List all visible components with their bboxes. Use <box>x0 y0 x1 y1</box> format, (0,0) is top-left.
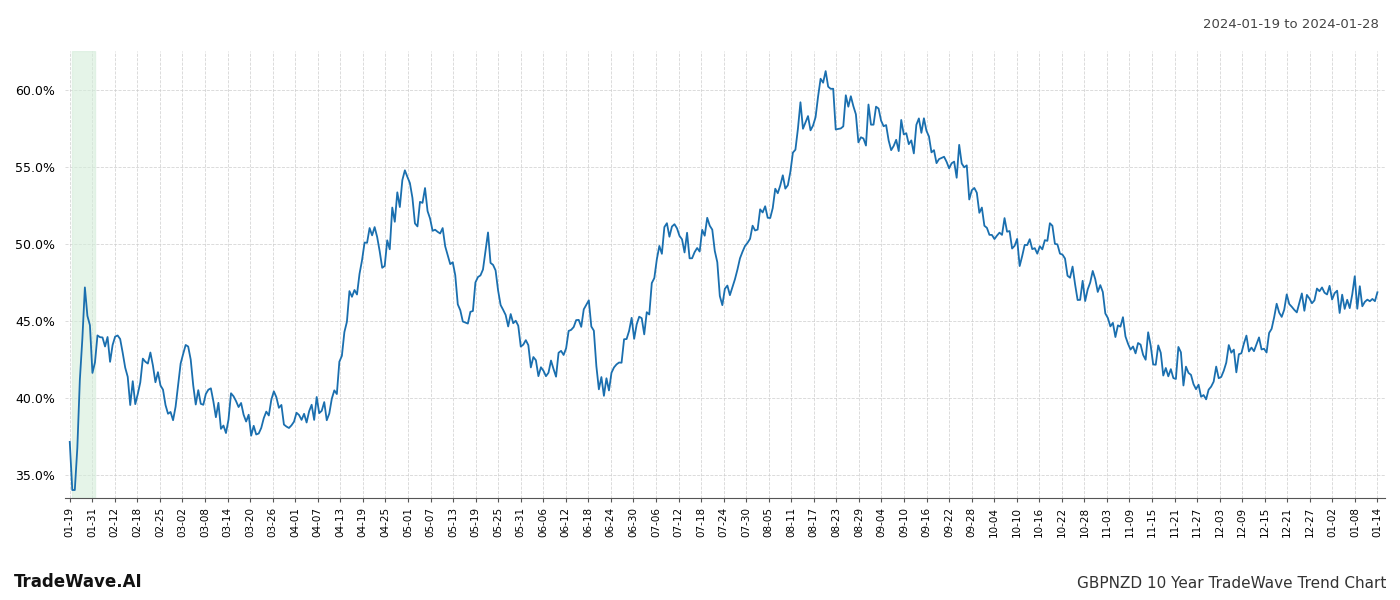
Bar <box>73 51 95 498</box>
Text: GBPNZD 10 Year TradeWave Trend Chart: GBPNZD 10 Year TradeWave Trend Chart <box>1077 576 1386 591</box>
Text: 2024-01-19 to 2024-01-28: 2024-01-19 to 2024-01-28 <box>1203 18 1379 31</box>
Text: TradeWave.AI: TradeWave.AI <box>14 573 143 591</box>
